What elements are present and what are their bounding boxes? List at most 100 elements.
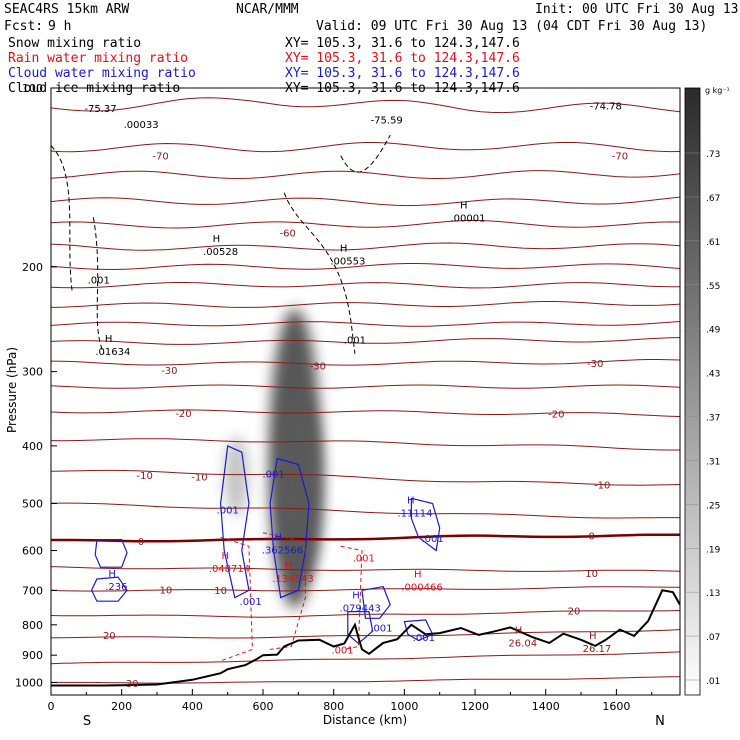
extremum-value: 26.04 xyxy=(508,639,537,650)
extremum-marker: H xyxy=(105,334,113,345)
y-tick-label: 900 xyxy=(22,649,43,662)
temperature-label: 0 xyxy=(588,531,594,542)
temperature-label: -10 xyxy=(191,472,207,483)
x-axis-title: Distance (km) xyxy=(323,713,407,727)
temperature-label: -30 xyxy=(161,366,177,377)
extremum-value: .001 xyxy=(262,469,284,480)
temperature-contour xyxy=(51,502,680,519)
extremum-value: 26.17 xyxy=(583,644,612,655)
temperature-label: -30 xyxy=(587,359,603,370)
temperature-label: -70 xyxy=(152,152,168,163)
y-tick-label: 300 xyxy=(22,366,43,379)
temperature-label: -70 xyxy=(612,152,628,163)
temperature-label: -60 xyxy=(280,228,296,239)
temperature-label: -30 xyxy=(310,362,326,373)
temperature-contour xyxy=(51,359,680,366)
extremum-value: .362566 xyxy=(262,546,303,557)
colorbar-tick-label: .55 xyxy=(706,282,720,292)
extremum-marker: H xyxy=(274,533,282,544)
extremum-marker: H xyxy=(515,626,523,637)
extremum-value: .00001 xyxy=(450,213,485,224)
cloud-water-contour xyxy=(94,539,128,568)
x-tick-label: 0 xyxy=(48,700,55,713)
x-tick-label: 600 xyxy=(253,700,274,713)
cloud-water-contour xyxy=(410,497,441,552)
cloud-ice-contour xyxy=(340,134,391,173)
extremum-marker: H xyxy=(407,496,415,507)
colorbar-tick-label: .73 xyxy=(706,150,720,160)
temperature-label: 20 xyxy=(568,607,581,618)
north-label: N xyxy=(655,714,665,729)
colorbar-tick-label: .43 xyxy=(706,370,720,380)
temperature-contour xyxy=(51,469,680,486)
extremum-value: .236 xyxy=(105,582,127,593)
extremum-value: .001 xyxy=(370,624,392,635)
temperature-contour xyxy=(51,219,680,229)
extremum-value: .00553 xyxy=(330,256,365,267)
cloud-water-contour xyxy=(361,585,391,619)
temperature-contour xyxy=(51,384,680,389)
extremum-marker: H xyxy=(213,234,221,245)
colorbar-tick-label: .19 xyxy=(706,545,721,555)
colorbar-tick-label: .13 xyxy=(706,589,720,599)
temperature-label: -10 xyxy=(594,481,610,492)
extremum-value: -74.78 xyxy=(590,101,622,112)
x-tick-label: 400 xyxy=(182,700,203,713)
y-axis-title: Pressure (hPa) xyxy=(5,347,19,433)
temperature-contour xyxy=(51,438,680,451)
temperature-contour xyxy=(51,141,680,153)
temperature-label: 0 xyxy=(138,537,144,548)
y-tick-label: 700 xyxy=(22,584,43,597)
temperature-label: 30 xyxy=(126,679,139,690)
cloud-water-contour xyxy=(90,576,128,602)
temperature-contour xyxy=(51,263,680,271)
extremum-marker: H xyxy=(221,551,229,562)
field-xy-snow: XY= 105.3, 31.6 to 124.3,147.6 xyxy=(285,36,520,51)
terrain-profile xyxy=(51,589,680,687)
temperature-label: -10 xyxy=(136,471,152,482)
temperature-label: 10 xyxy=(159,586,172,597)
field-name-cloud-water: Cloud water mixing ratio xyxy=(8,66,196,81)
colorbar-tick-label: .01 xyxy=(706,677,720,687)
y-tick-label: 100 xyxy=(22,82,43,95)
temperature-contour xyxy=(51,170,680,180)
extremum-value: .079443 xyxy=(340,603,381,614)
y-tick-label: 400 xyxy=(22,440,43,453)
extremum-value: -75.37 xyxy=(84,104,116,115)
x-tick-label: 1400 xyxy=(532,700,560,713)
temperature-label: -20 xyxy=(175,409,191,420)
temperature-contour xyxy=(51,282,680,289)
x-tick-label: 200 xyxy=(111,700,132,713)
temperature-label: 10 xyxy=(585,569,598,580)
temperature-contour xyxy=(51,586,680,592)
extremum-value: .001 xyxy=(88,276,110,287)
temperature-contour xyxy=(51,196,680,207)
extremum-value: .11114 xyxy=(397,509,432,520)
x-tick-label: 1200 xyxy=(461,700,489,713)
cloud-ice-contour xyxy=(92,217,105,355)
temperature-contour xyxy=(51,566,680,572)
colorbar xyxy=(684,87,701,696)
org-label: NCAR/MMM xyxy=(236,2,299,17)
rain-water-contour xyxy=(220,536,253,662)
temperature-contour xyxy=(51,629,680,639)
y-tick-label: 500 xyxy=(22,497,43,510)
extremum-marker: H xyxy=(460,200,468,211)
cloud-water-contour xyxy=(403,619,434,642)
extremum-value: .001 xyxy=(217,506,239,517)
colorbar-unit: g kg⁻¹ xyxy=(705,86,730,95)
field-xy-cloud-water: XY= 105.3, 31.6 to 124.3,147.6 xyxy=(285,66,520,81)
temperature-contour xyxy=(51,242,680,251)
fcst-value: 9 h xyxy=(48,19,72,34)
cloud-ice-contour xyxy=(51,145,73,292)
colorbar-tick-label: .31 xyxy=(706,457,720,467)
extremum-marker: H xyxy=(414,570,422,581)
y-tick-label: 800 xyxy=(22,619,43,632)
extremum-marker: H xyxy=(340,243,348,254)
y-tick-label: 600 xyxy=(22,545,43,558)
rain-water-contour xyxy=(340,545,363,650)
extremum-value: .00528 xyxy=(203,247,238,258)
init-time: Init: 00 UTC Fri 30 Aug 13 xyxy=(535,2,739,17)
fcst-label: Fcst: xyxy=(4,19,44,34)
